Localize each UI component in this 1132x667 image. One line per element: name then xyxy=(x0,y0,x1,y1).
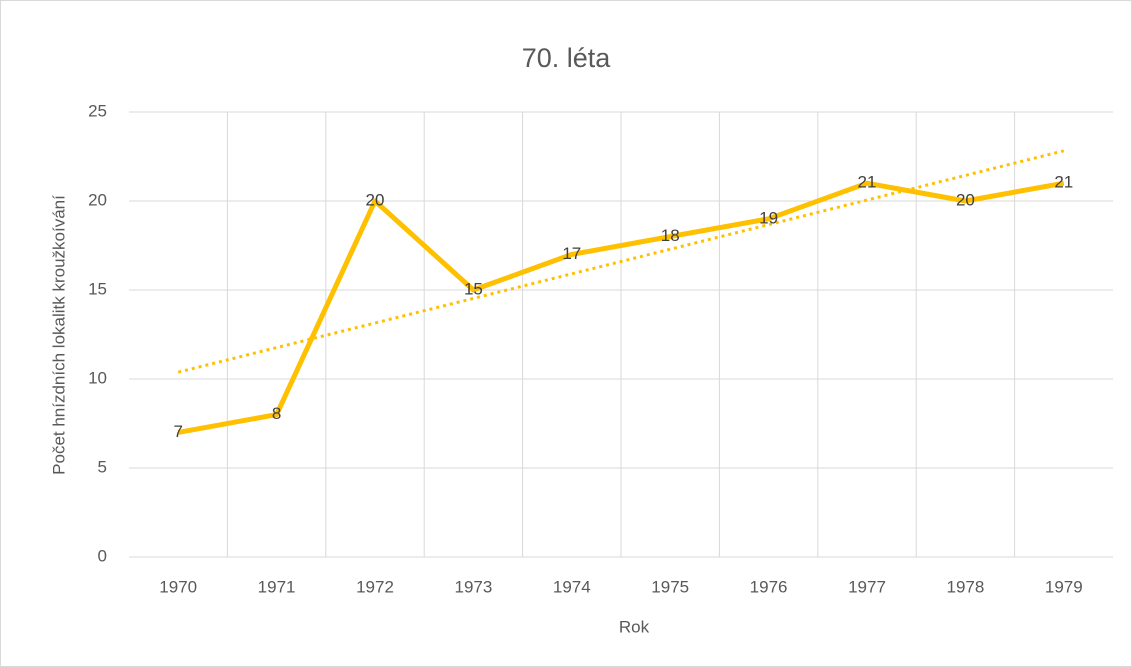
x-tick-label: 1971 xyxy=(258,577,296,596)
data-label: 7 xyxy=(173,422,182,441)
x-tick-label: 1977 xyxy=(848,577,886,596)
data-label: 19 xyxy=(759,208,778,227)
y-tick-label: 0 xyxy=(98,546,107,565)
x-tick-label: 1973 xyxy=(454,577,492,596)
data-label: 20 xyxy=(956,190,975,209)
data-label: 21 xyxy=(858,173,877,192)
y-tick-label: 5 xyxy=(98,457,107,476)
data-label: 18 xyxy=(661,226,680,245)
x-tick-label: 1972 xyxy=(356,577,394,596)
x-tick-label: 1974 xyxy=(553,577,591,596)
y-tick-label: 10 xyxy=(88,368,107,387)
data-label: 20 xyxy=(366,190,385,209)
y-tick-label: 15 xyxy=(88,279,107,298)
chart-title: 70. léta xyxy=(522,43,612,73)
x-tick-label: 1975 xyxy=(651,577,689,596)
data-label: 17 xyxy=(562,244,581,263)
trendline xyxy=(177,149,1065,374)
y-axis-label: Počet hnízdních lokalitk kroužkoívání xyxy=(49,195,68,475)
x-axis-label: Rok xyxy=(619,617,650,636)
data-label: 15 xyxy=(464,279,483,298)
x-tick-label: 1970 xyxy=(159,577,197,596)
x-tick-label: 1978 xyxy=(946,577,984,596)
y-tick-label: 25 xyxy=(88,101,107,120)
data-line xyxy=(177,180,1065,435)
y-tick-label: 20 xyxy=(88,190,107,209)
x-tick-label: 1979 xyxy=(1045,577,1083,596)
x-tick-label: 1976 xyxy=(750,577,788,596)
data-label: 8 xyxy=(272,404,281,423)
data-label: 21 xyxy=(1054,173,1073,192)
